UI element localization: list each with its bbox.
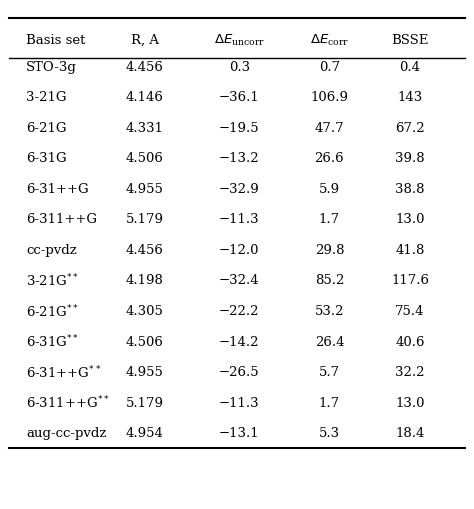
Text: 38.8: 38.8: [395, 183, 425, 196]
Text: 32.2: 32.2: [395, 366, 425, 379]
Text: 0.3: 0.3: [229, 61, 250, 74]
Text: 6-31++G$^{**}$: 6-31++G$^{**}$: [26, 364, 101, 381]
Text: 47.7: 47.7: [315, 122, 344, 135]
Text: R, A: R, A: [130, 34, 159, 47]
Text: −13.1: −13.1: [219, 427, 260, 440]
Text: 4.506: 4.506: [126, 152, 164, 165]
Text: cc-pvdz: cc-pvdz: [26, 244, 77, 257]
Text: 4.456: 4.456: [126, 244, 164, 257]
Text: 29.8: 29.8: [315, 244, 344, 257]
Text: BSSE: BSSE: [392, 34, 428, 47]
Text: −11.3: −11.3: [219, 397, 260, 410]
Text: 3-21G$^{**}$: 3-21G$^{**}$: [26, 273, 79, 289]
Text: 13.0: 13.0: [395, 397, 425, 410]
Text: $\Delta E_{\mathregular{corr}}$: $\Delta E_{\mathregular{corr}}$: [310, 33, 349, 48]
Text: 5.3: 5.3: [319, 427, 340, 440]
Text: 26.4: 26.4: [315, 335, 344, 349]
Text: aug-cc-pvdz: aug-cc-pvdz: [26, 427, 107, 440]
Text: 1.7: 1.7: [319, 397, 340, 410]
Text: −32.9: −32.9: [219, 183, 260, 196]
Text: STO-3g: STO-3g: [26, 61, 77, 74]
Text: Basis set: Basis set: [26, 34, 85, 47]
Text: 67.2: 67.2: [395, 122, 425, 135]
Text: 5.7: 5.7: [319, 366, 340, 379]
Text: 4.955: 4.955: [126, 366, 164, 379]
Text: 6-31G$^{**}$: 6-31G$^{**}$: [26, 334, 79, 350]
Text: −11.3: −11.3: [219, 213, 260, 227]
Text: 117.6: 117.6: [391, 274, 429, 288]
Text: $\Delta E_{\mathregular{uncorr}}$: $\Delta E_{\mathregular{uncorr}}$: [214, 33, 265, 48]
Text: −32.4: −32.4: [219, 274, 260, 288]
Text: 40.6: 40.6: [395, 335, 425, 349]
Text: 1.7: 1.7: [319, 213, 340, 227]
Text: 106.9: 106.9: [310, 91, 348, 104]
Text: 0.7: 0.7: [319, 61, 340, 74]
Text: 4.305: 4.305: [126, 305, 164, 318]
Text: 85.2: 85.2: [315, 274, 344, 288]
Text: 53.2: 53.2: [315, 305, 344, 318]
Text: 41.8: 41.8: [395, 244, 425, 257]
Text: 6-311++G$^{**}$: 6-311++G$^{**}$: [26, 395, 110, 411]
Text: −22.2: −22.2: [219, 305, 260, 318]
Text: −26.5: −26.5: [219, 366, 260, 379]
Text: 4.506: 4.506: [126, 335, 164, 349]
Text: −19.5: −19.5: [219, 122, 260, 135]
Text: 6-31++G: 6-31++G: [26, 183, 89, 196]
Text: 26.6: 26.6: [315, 152, 344, 165]
Text: −14.2: −14.2: [219, 335, 260, 349]
Text: 4.955: 4.955: [126, 183, 164, 196]
Text: 5.9: 5.9: [319, 183, 340, 196]
Text: 18.4: 18.4: [395, 427, 425, 440]
Text: 5.179: 5.179: [126, 397, 164, 410]
Text: 4.198: 4.198: [126, 274, 164, 288]
Text: −36.1: −36.1: [219, 91, 260, 104]
Text: 143: 143: [397, 91, 423, 104]
Text: 4.331: 4.331: [126, 122, 164, 135]
Text: −12.0: −12.0: [219, 244, 260, 257]
Text: 5.179: 5.179: [126, 213, 164, 227]
Text: 6-311++G: 6-311++G: [26, 213, 97, 227]
Text: 4.954: 4.954: [126, 427, 164, 440]
Text: 3-21G: 3-21G: [26, 91, 66, 104]
Text: 75.4: 75.4: [395, 305, 425, 318]
Text: 6-31G: 6-31G: [26, 152, 67, 165]
Text: 6-21G$^{**}$: 6-21G$^{**}$: [26, 303, 79, 320]
Text: 39.8: 39.8: [395, 152, 425, 165]
Text: 4.146: 4.146: [126, 91, 164, 104]
Text: 0.4: 0.4: [400, 61, 420, 74]
Text: −13.2: −13.2: [219, 152, 260, 165]
Text: 13.0: 13.0: [395, 213, 425, 227]
Text: 6-21G: 6-21G: [26, 122, 66, 135]
Text: 4.456: 4.456: [126, 61, 164, 74]
